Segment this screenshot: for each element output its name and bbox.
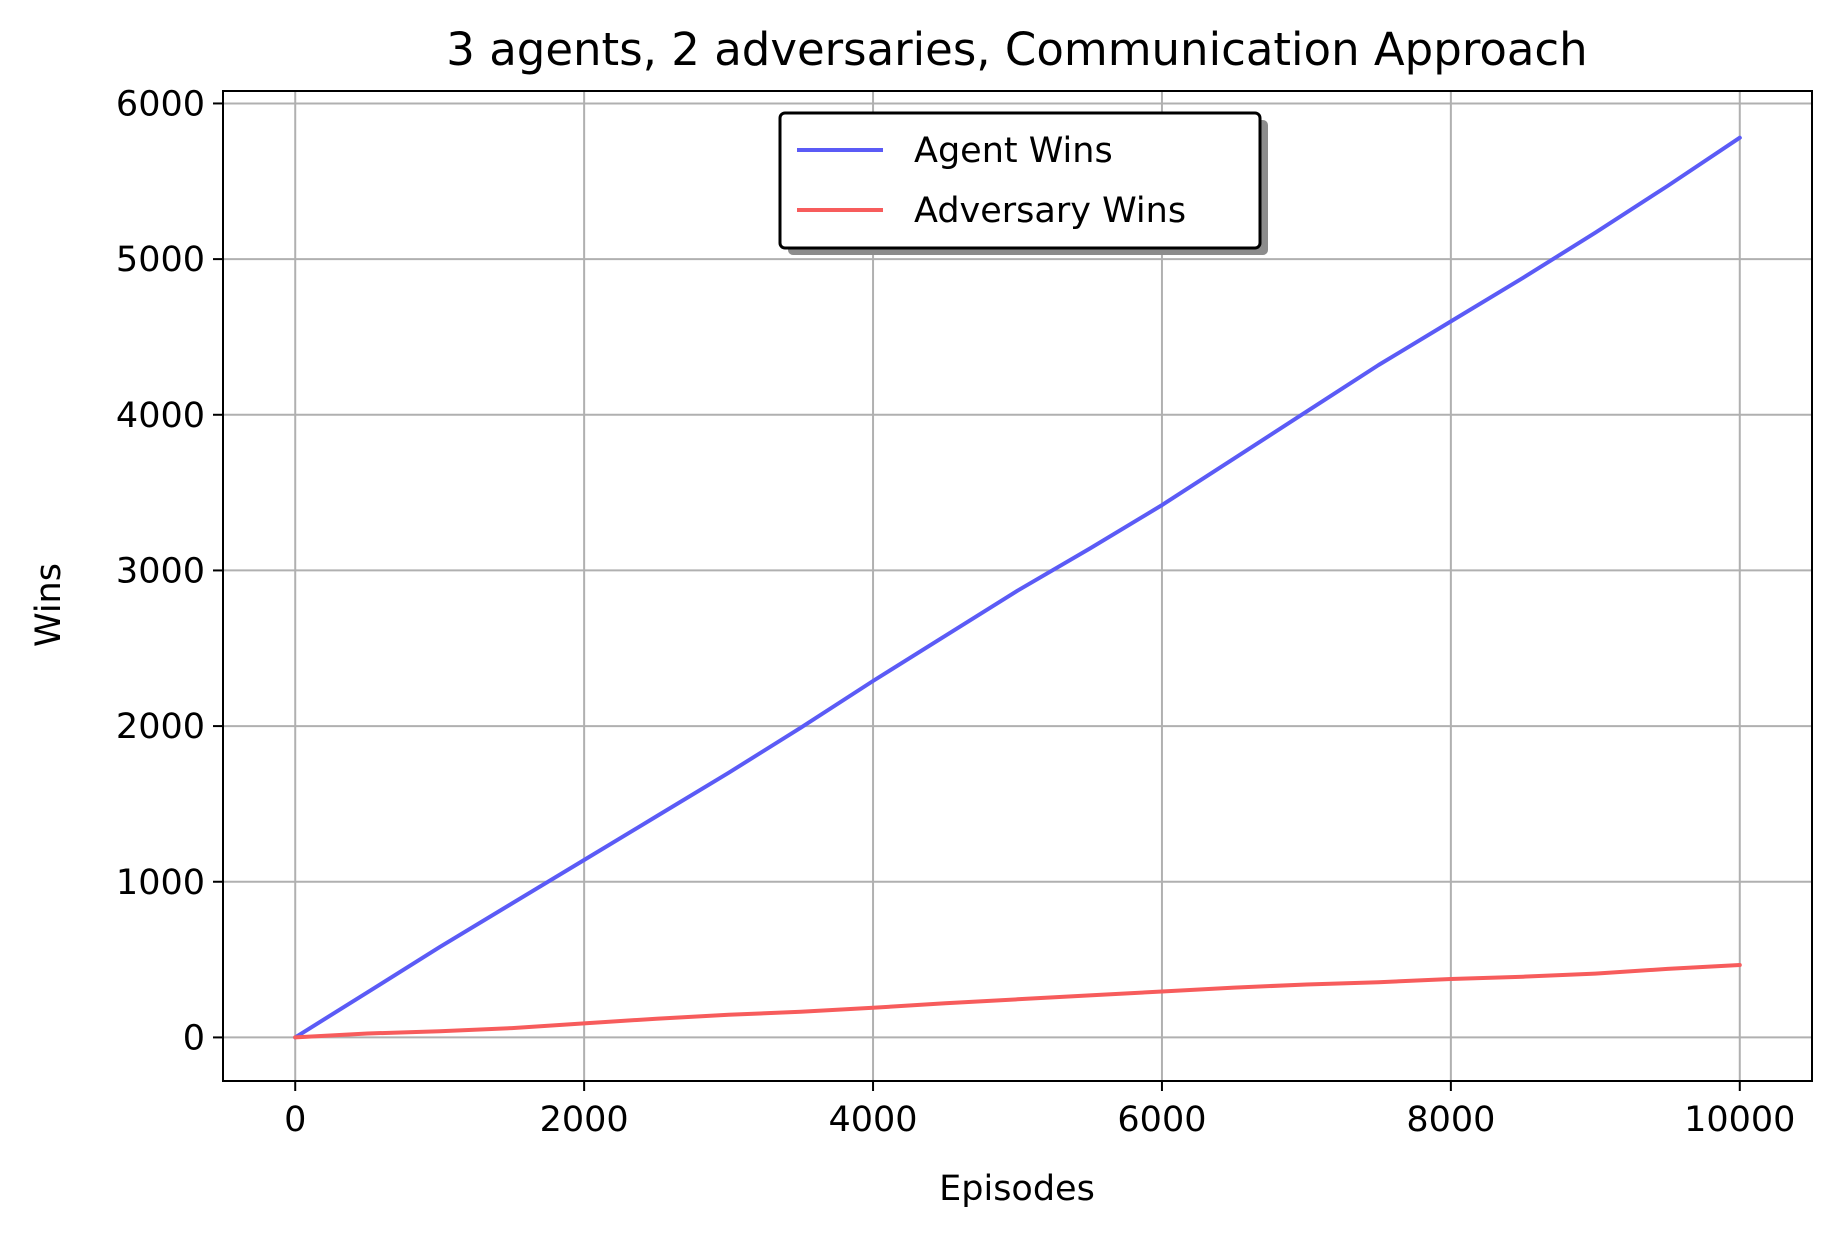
x-tick-label: 4000 [829,1100,918,1140]
chart-title: 3 agents, 2 adversaries, Communication A… [446,23,1587,76]
x-tick-label: 8000 [1406,1100,1495,1140]
x-axis-label: Episodes [939,1169,1095,1209]
y-tick-label: 2000 [116,707,205,747]
x-tick-label: 10000 [1684,1100,1795,1140]
legend: Agent Wins Adversary Wins [778,111,1268,255]
x-tick-label: 0 [284,1100,306,1140]
plot-frame [222,90,1813,1082]
legend-label-adversary-wins: Adversary Wins [914,191,1186,231]
y-tick-label: 3000 [116,551,205,591]
series-line-adversary-wins [293,963,1742,1040]
axis-ticks: 0 2000 4000 6000 8000 10000 0 1000 2000 3000 4000 5… [116,84,1796,1140]
y-tick-label: 5000 [116,240,205,280]
x-tick-label: 2000 [540,1100,629,1140]
y-tick-label: 1000 [116,863,205,903]
plot-series [293,135,1742,1040]
y-tick-label: 0 [183,1018,205,1058]
legend-items: Agent Wins Adversary Wins [797,131,1186,231]
grid-lines [223,91,1812,1081]
legend-label-agent-wins: Agent Wins [914,131,1113,171]
y-axis-label: Wins [29,563,69,647]
x-tick-label: 6000 [1117,1100,1206,1140]
legend-box [778,111,1262,250]
y-tick-label: 4000 [116,396,205,436]
y-tick-label: 6000 [116,84,205,124]
series-line-agent-wins [293,135,1742,1040]
